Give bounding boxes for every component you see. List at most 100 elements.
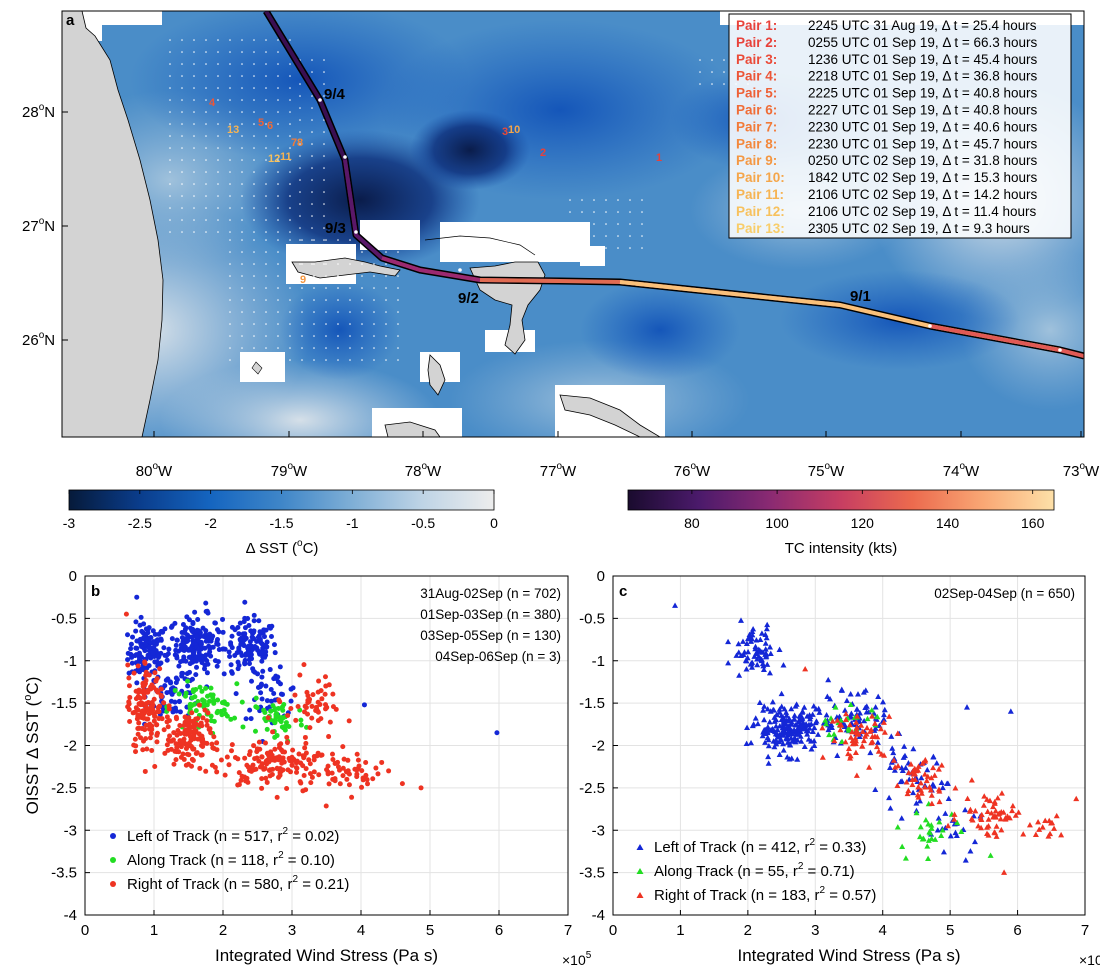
data-point [189, 710, 195, 716]
pair-number-label: 5 [258, 117, 264, 129]
data-point [736, 672, 743, 678]
significance-dot [217, 87, 219, 89]
data-point [139, 644, 145, 650]
legend-pair-label: Pair 5: [736, 86, 777, 101]
significance-dot [385, 299, 387, 301]
significance-dot [361, 287, 363, 289]
data-point [988, 810, 995, 816]
significance-dot [181, 195, 183, 197]
data-point [891, 767, 898, 773]
data-point [767, 644, 774, 650]
data-point [831, 737, 838, 744]
significance-dot [277, 51, 279, 53]
significance-dot [229, 263, 231, 265]
data-point [901, 743, 908, 749]
data-point [825, 676, 832, 683]
data-point [133, 749, 139, 755]
legend-pair-text: 2106 UTC 02 Sep 19, Δ t = 14.2 hours [808, 187, 1038, 202]
y-tick-label: -0.5 [51, 610, 77, 627]
data-point [140, 747, 146, 753]
significance-dot [337, 311, 339, 313]
significance-dot [277, 39, 279, 41]
significance-dot [361, 347, 363, 349]
data-point [399, 781, 405, 787]
data-point [144, 716, 150, 722]
data-point [791, 712, 798, 718]
significance-dot [289, 159, 291, 161]
data-point [180, 670, 186, 676]
data-point [928, 800, 935, 806]
data-point [298, 722, 304, 728]
data-point [242, 625, 248, 631]
significance-dot [241, 231, 243, 233]
data-point [178, 642, 184, 648]
data-point [295, 704, 301, 710]
data-point [880, 716, 887, 722]
data-point [907, 761, 914, 767]
data-point [386, 768, 392, 774]
data-point [155, 705, 161, 711]
lat-tick-label: 28oN [22, 102, 55, 121]
data-point [799, 715, 806, 721]
data-point [136, 687, 142, 693]
data-point [194, 627, 200, 633]
data-point [169, 623, 175, 629]
data-point [327, 719, 333, 725]
significance-dot [301, 287, 303, 289]
data-point [177, 709, 183, 715]
significance-dot [337, 275, 339, 277]
data-point [738, 652, 745, 659]
significance-dot [289, 123, 291, 125]
data-point [845, 727, 852, 733]
data-point [951, 811, 958, 817]
data-point [190, 621, 196, 627]
data-point [210, 745, 216, 751]
lon-tick-label: 75oW [808, 461, 845, 480]
significance-dot [349, 251, 351, 253]
data-point [194, 750, 200, 756]
data-point [260, 668, 266, 674]
data-point [309, 774, 315, 780]
significance-dot [289, 171, 291, 173]
data-point [769, 707, 776, 713]
significance-dot [337, 335, 339, 337]
significance-dot [373, 239, 375, 241]
series-2 [802, 666, 1080, 875]
data-point [256, 739, 262, 745]
data-point [780, 662, 787, 668]
significance-dot [169, 231, 171, 233]
data-point [804, 713, 811, 719]
data-point [133, 696, 139, 702]
lon-tick-label: 76oW [674, 461, 711, 480]
data-point [268, 687, 274, 693]
significance-dot [337, 359, 339, 361]
data-point [190, 657, 196, 663]
significance-dot [265, 87, 267, 89]
significance-dot [217, 135, 219, 137]
data-point [753, 649, 760, 655]
data-point [206, 698, 212, 704]
data-point [206, 726, 212, 732]
significance-dot [593, 235, 595, 237]
data-point [917, 833, 924, 840]
data-point [265, 715, 271, 721]
data-point [815, 731, 822, 737]
data-point [761, 703, 768, 709]
significance-dot [277, 171, 279, 173]
significance-dot [253, 39, 255, 41]
significance-dot [361, 359, 363, 361]
data-point [766, 669, 773, 676]
data-point [747, 661, 754, 667]
significance-dot [217, 183, 219, 185]
data-point [842, 716, 849, 723]
significance-dot [385, 287, 387, 289]
significance-dot [301, 263, 303, 265]
significance-dot [373, 311, 375, 313]
data-point [164, 657, 170, 663]
data-point [204, 718, 210, 724]
data-point [229, 748, 235, 754]
significance-dot [289, 207, 291, 209]
significance-dot [229, 195, 231, 197]
date-label: 9/4 [324, 86, 346, 103]
significance-dot [301, 335, 303, 337]
